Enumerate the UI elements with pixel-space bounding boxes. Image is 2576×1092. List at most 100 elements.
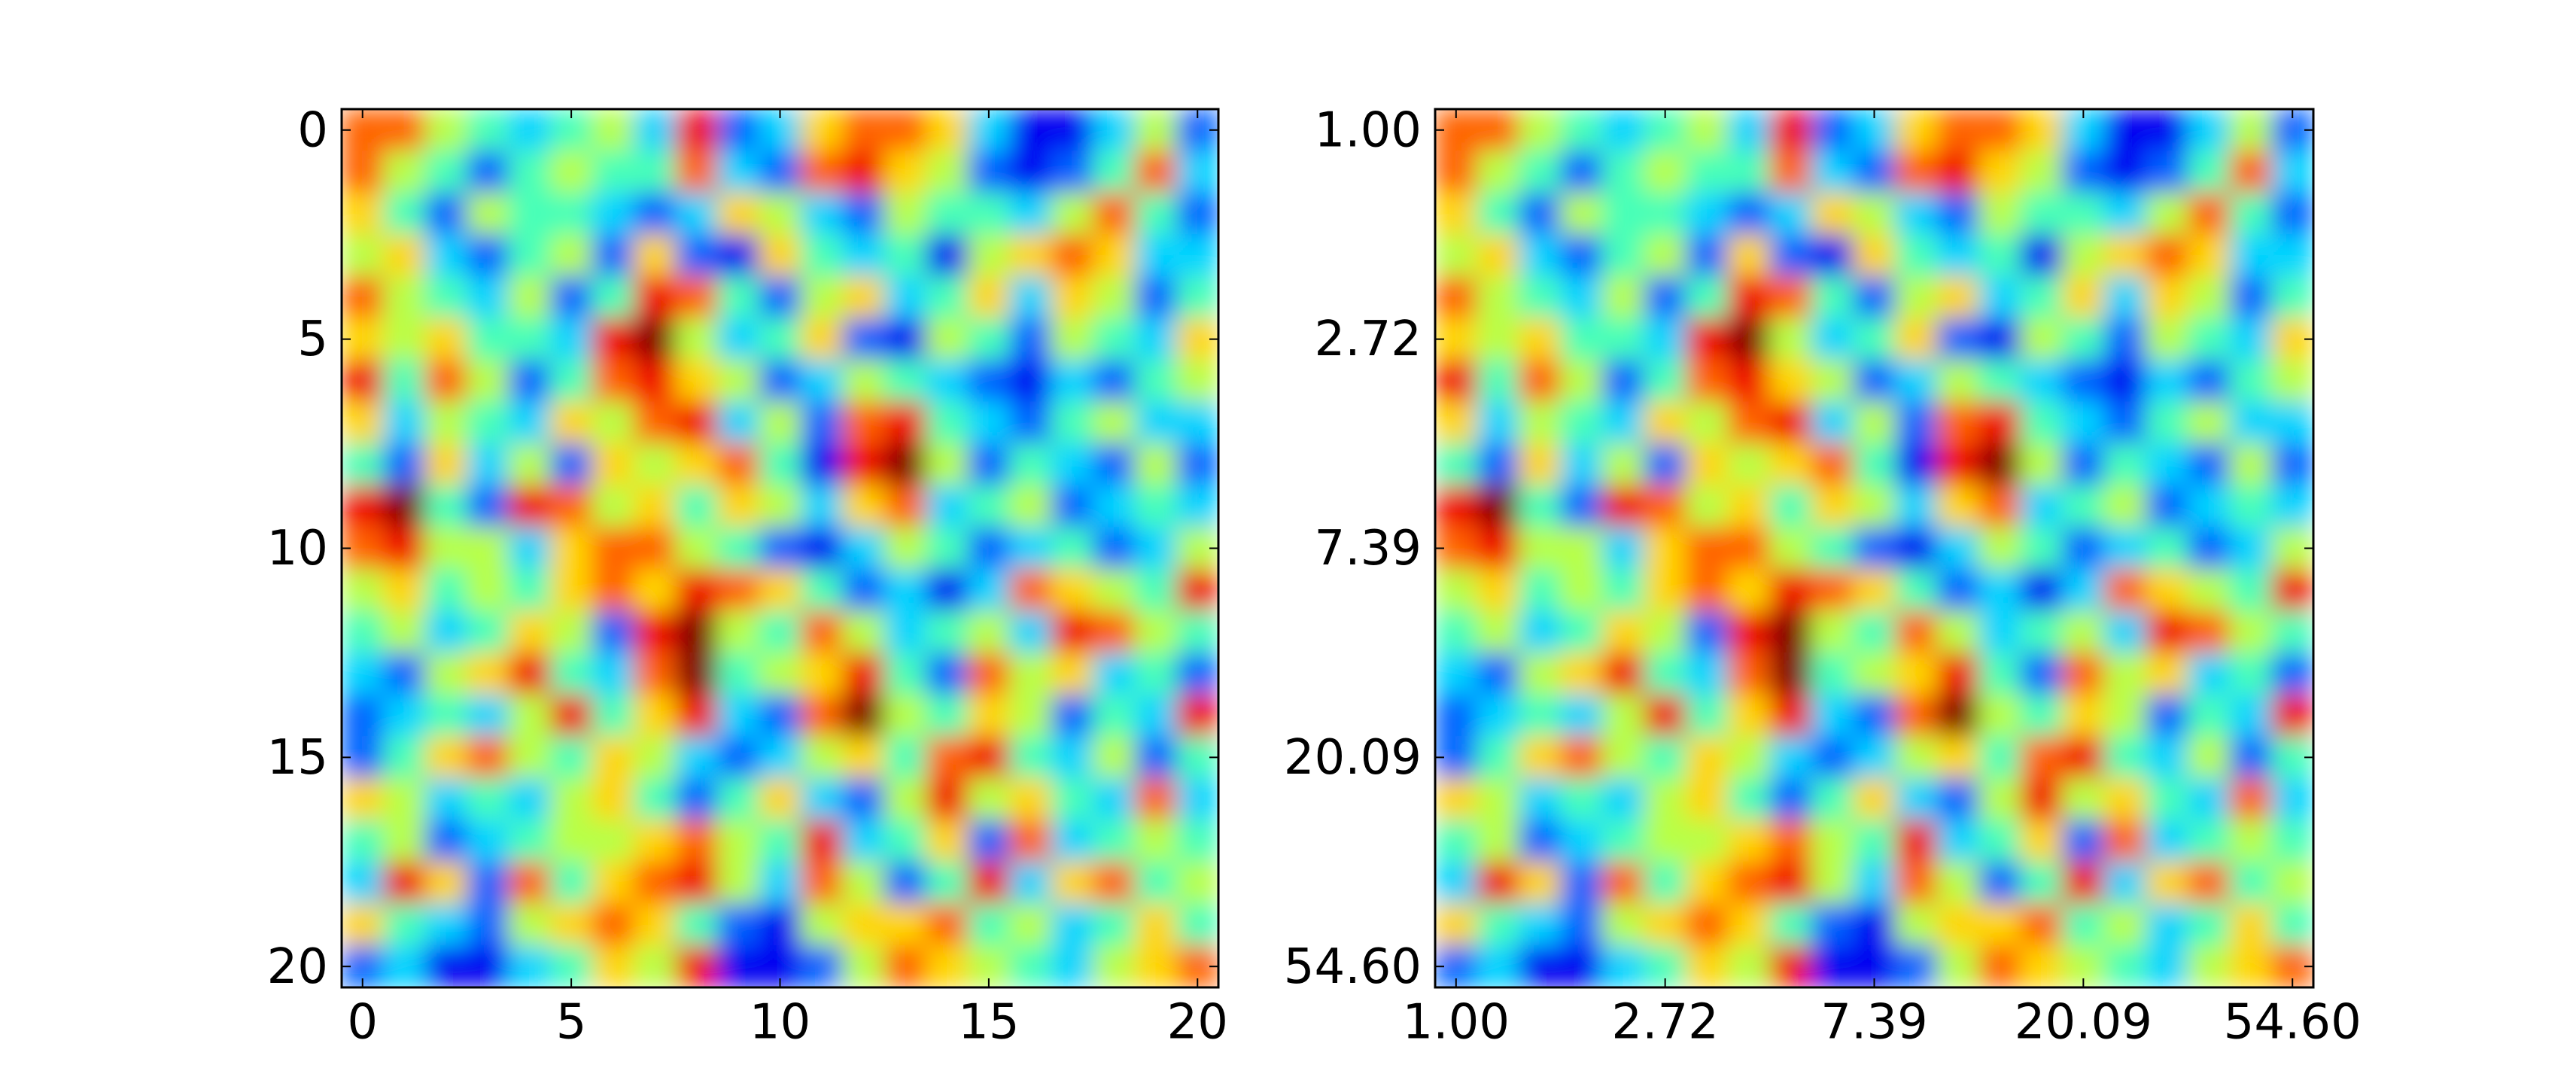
- cell: [2187, 944, 2231, 987]
- cell: [1769, 318, 1812, 360]
- cell: [2020, 359, 2064, 403]
- cell: [842, 944, 885, 987]
- cell: [592, 736, 634, 779]
- cell: [592, 820, 634, 862]
- cell: [1644, 275, 1686, 319]
- cell: [2229, 527, 2272, 570]
- cell: [800, 903, 844, 946]
- cell: [1601, 151, 1645, 193]
- cell: [800, 527, 844, 570]
- cell: [592, 318, 634, 360]
- cell: [2146, 318, 2188, 360]
- cell: [1644, 568, 1686, 612]
- cell: [466, 568, 509, 612]
- cell: [2103, 652, 2147, 695]
- cell: [675, 861, 718, 905]
- cell: [1134, 443, 1178, 486]
- cell: [1894, 861, 1938, 905]
- cell: [1477, 485, 1519, 528]
- cell: [1853, 151, 1896, 193]
- x-tick-label: 54.60: [2224, 995, 2362, 1051]
- cell: [466, 275, 509, 319]
- cell: [1769, 568, 1812, 612]
- cell: [1009, 820, 1052, 862]
- cell: [716, 234, 760, 277]
- cell: [1051, 109, 1094, 152]
- cell: [382, 485, 426, 528]
- cell: [842, 820, 885, 862]
- cell: [342, 568, 384, 612]
- cell: [466, 610, 509, 653]
- cell: [466, 485, 509, 528]
- cell: [884, 401, 927, 445]
- cell: [1601, 652, 1645, 695]
- cell: [716, 192, 760, 236]
- cell: [1518, 568, 1562, 612]
- cell: [549, 485, 593, 528]
- cell: [1051, 275, 1094, 319]
- cell: [1769, 527, 1812, 570]
- cell: [466, 527, 509, 570]
- cell: [466, 318, 509, 360]
- cell: [1560, 777, 1603, 821]
- cell: [759, 903, 801, 946]
- cell: [1093, 359, 1136, 403]
- cell: [1093, 401, 1136, 445]
- cell: [382, 944, 426, 987]
- cell: [926, 861, 969, 905]
- cell: [2062, 151, 2105, 193]
- cell: [800, 777, 844, 821]
- cell: [1093, 861, 1136, 905]
- cell: [1894, 359, 1938, 403]
- cell: [2229, 736, 2272, 779]
- cell: [1727, 485, 1771, 528]
- cell: [2146, 903, 2188, 946]
- cell: [633, 944, 677, 987]
- cell: [1518, 485, 1562, 528]
- cell: [2187, 443, 2231, 486]
- cell: [1978, 820, 2021, 862]
- cell: [1518, 820, 1562, 862]
- cell: [1811, 568, 1854, 612]
- cell: [1134, 652, 1178, 695]
- cell: [1853, 401, 1896, 445]
- cell: [2103, 234, 2147, 277]
- cell: [716, 568, 760, 612]
- cell: [2020, 318, 2064, 360]
- cell: [1769, 736, 1812, 779]
- cell: [842, 359, 885, 403]
- cell: [1601, 443, 1645, 486]
- cell: [466, 736, 509, 779]
- cell: [1134, 109, 1178, 152]
- cell: [424, 234, 467, 277]
- cell: [2229, 903, 2272, 946]
- cell: [1518, 109, 1562, 152]
- cell: [1009, 568, 1052, 612]
- cell: [1727, 903, 1771, 946]
- cell: [967, 318, 1011, 360]
- cell: [759, 736, 801, 779]
- cell: [1601, 359, 1645, 403]
- cell: [759, 610, 801, 653]
- cell: [1093, 903, 1136, 946]
- cell: [2187, 568, 2231, 612]
- cell: [342, 151, 384, 193]
- cell: [2020, 694, 2064, 738]
- cell: [1978, 652, 2021, 695]
- cell: [2103, 359, 2147, 403]
- cell: [1644, 527, 1686, 570]
- cell: [633, 151, 677, 193]
- cell: [592, 777, 634, 821]
- cell: [508, 777, 551, 821]
- cell: [1853, 568, 1896, 612]
- cell: [675, 275, 718, 319]
- y-tick-label: 20.09: [1284, 730, 1422, 786]
- cell: [1435, 401, 1478, 445]
- cell: [1176, 861, 1218, 905]
- cell: [1009, 903, 1052, 946]
- cell: [1093, 527, 1136, 570]
- cell: [1978, 944, 2021, 987]
- cell: [716, 109, 760, 152]
- cell: [759, 820, 801, 862]
- cell: [1685, 944, 1729, 987]
